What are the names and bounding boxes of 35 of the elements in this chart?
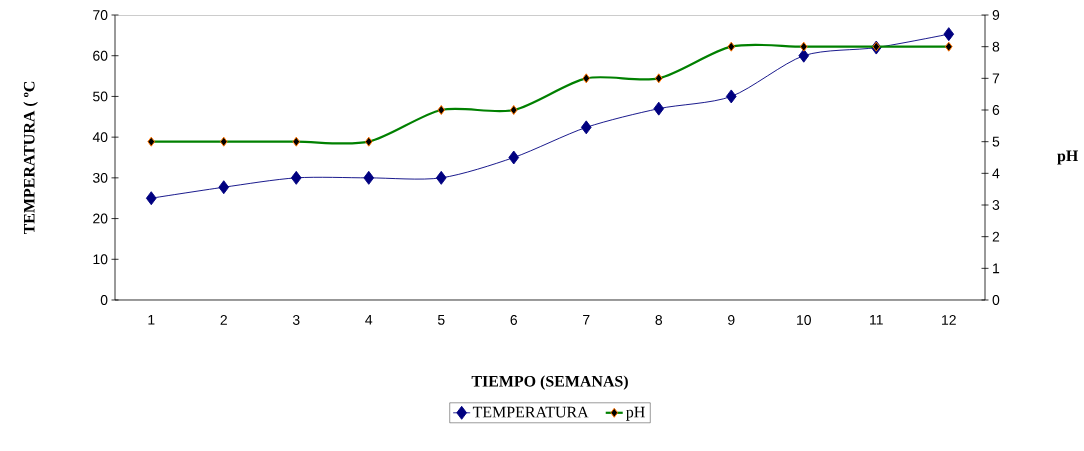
x-tick-label: 5	[437, 315, 445, 325]
y2-tick-label: 8	[992, 41, 1000, 52]
y-tick-label: 70	[93, 10, 108, 20]
x-tick-label: 4	[365, 315, 373, 325]
x-tick-label: 11	[870, 315, 883, 325]
x-tick-label: 7	[583, 315, 590, 325]
y-tick-label: 60	[93, 50, 108, 61]
x-tick-label: 9	[728, 315, 735, 325]
y-tick-label: 40	[92, 132, 108, 143]
y-tick-label: 30	[93, 172, 108, 183]
legend-label: pH	[626, 406, 645, 421]
y-tick-label: 50	[93, 91, 108, 102]
y2-tick-label: 7	[992, 73, 1000, 84]
legend-label: TEMPERATURA	[472, 406, 589, 418]
x-axis-title: TIEMPO (SEMANAS)	[471, 375, 628, 390]
y2-tick-label: 5	[992, 136, 1000, 147]
y2-tick-label: 6	[992, 105, 1000, 115]
x-tick-label: 12	[942, 315, 956, 325]
y2-tick-label: 2	[992, 231, 1000, 242]
y-tick-label: 0	[100, 295, 108, 305]
x-tick-label: 1	[148, 315, 155, 325]
x-tick-label: 3	[292, 315, 300, 325]
y-axis-title: TEMPERATURA ( ºC	[23, 81, 38, 235]
y-tick-label: 10	[93, 254, 108, 265]
y-tick-label: 20	[93, 213, 108, 224]
y2-axis-title: pH	[1057, 150, 1079, 165]
x-tick-label: 8	[655, 315, 663, 325]
y2-tick-label: 1	[993, 263, 1000, 274]
y2-tick-label: 4	[992, 168, 1000, 179]
x-tick-label: 6	[510, 315, 518, 325]
y2-tick-label: 3	[992, 200, 1000, 210]
y2-tick-label: 0	[992, 295, 1000, 305]
y2-tick-label: 9	[992, 10, 1000, 20]
x-tick-label: 10	[797, 315, 811, 325]
x-tick-label: 2	[220, 315, 227, 325]
